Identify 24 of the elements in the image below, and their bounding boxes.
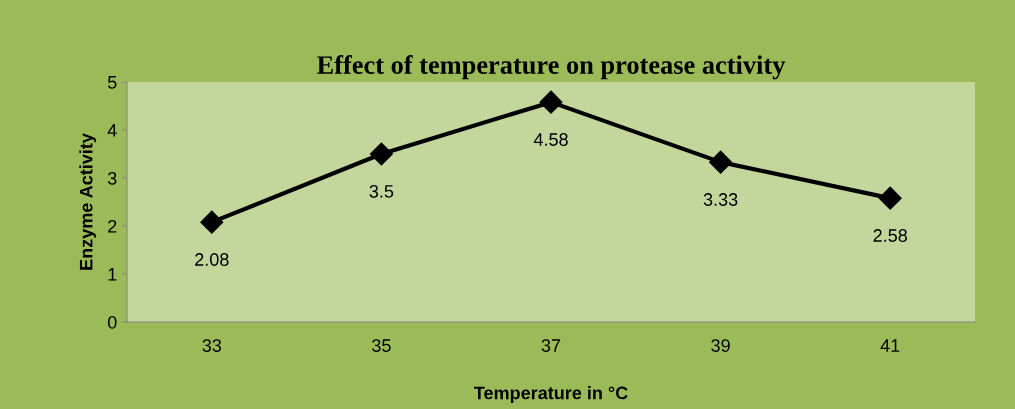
y-axis-title: Enzyme Activity <box>79 133 97 270</box>
point <box>878 186 902 210</box>
data-label: 4.58 <box>533 133 568 146</box>
chart-title: Effect of temperature on protease activity <box>317 55 786 80</box>
y-tick-label: 0 <box>107 315 117 329</box>
y-tick-label: 5 <box>107 76 117 89</box>
y-tick-label: 1 <box>108 268 117 281</box>
point <box>539 90 563 114</box>
point <box>369 142 393 166</box>
x-tick-label: 33 <box>202 339 222 352</box>
data-label: 2.08 <box>195 253 229 266</box>
x-tick-label: 35 <box>372 339 391 352</box>
data-label: 3.5 <box>369 184 394 198</box>
point <box>200 210 224 234</box>
y-tick-label: 2 <box>108 219 117 233</box>
data-label: 3.33 <box>703 193 738 206</box>
x-tick-label: 37 <box>541 339 561 352</box>
y-tick-label: 4 <box>107 124 117 137</box>
x-tick-label: 39 <box>711 339 730 352</box>
x-tick-label: 41 <box>880 339 900 352</box>
y-tick-label: 3 <box>107 171 117 185</box>
x-axis-title: Temperature in °C <box>474 386 628 403</box>
point <box>709 150 733 174</box>
data-label: 2.58 <box>873 229 907 242</box>
